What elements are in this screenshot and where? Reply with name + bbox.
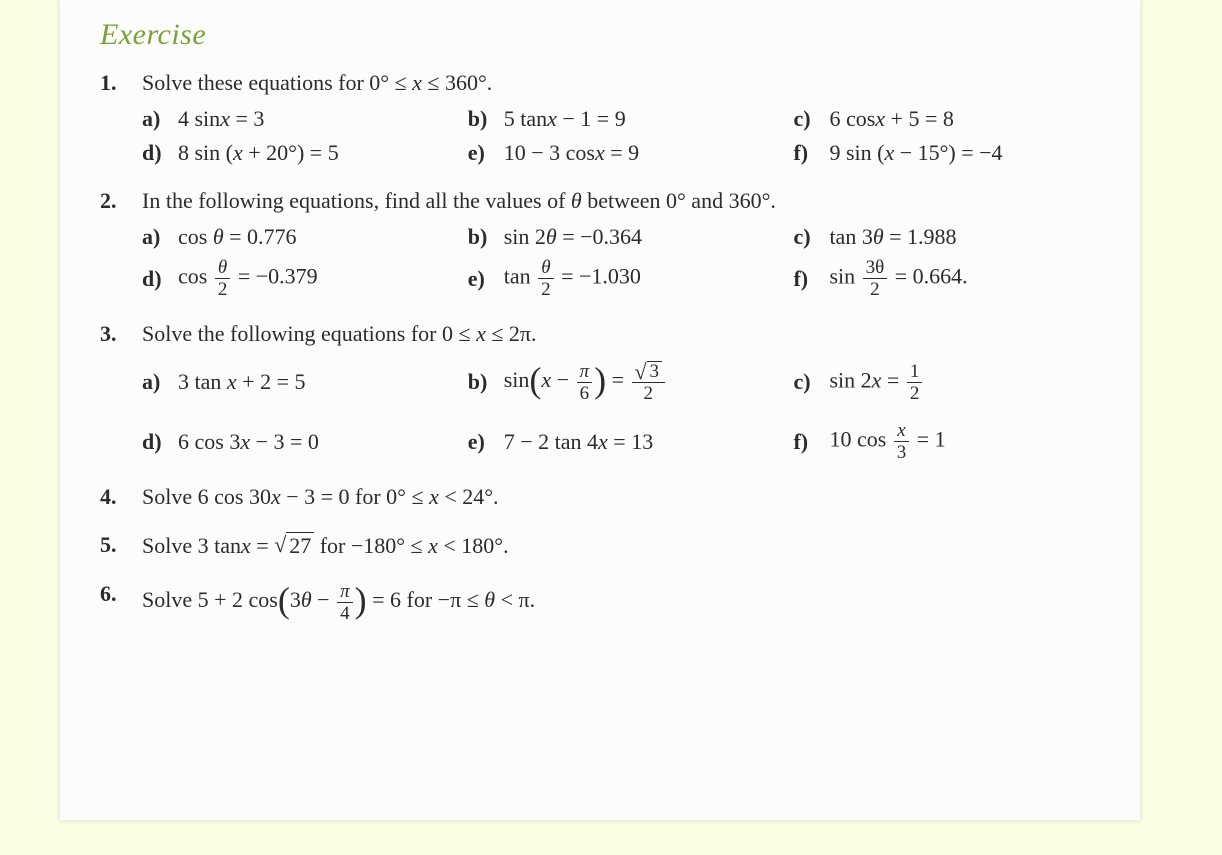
q1e: 10 − 3 cosx = 9: [504, 140, 639, 166]
question-list: Solve these equations for 0° ≤ x ≤ 360°.…: [100, 70, 1100, 623]
q1f: 9 sin (x − 15°) = −4: [829, 140, 1002, 166]
label-e: e): [468, 140, 492, 166]
question-5: Solve 3 tanx = 27 for −180° ≤ x < 180°.: [100, 532, 1100, 559]
q1b: 5 tanx − 1 = 9: [504, 106, 626, 132]
label-d: d): [142, 140, 166, 166]
q3c: sin 2x = 12: [829, 362, 924, 403]
exercise-page: Exercise Solve these equations for 0° ≤ …: [60, 0, 1140, 820]
label-f: f): [793, 140, 817, 166]
question-1: Solve these equations for 0° ≤ x ≤ 360°.…: [100, 70, 1100, 166]
q2f: sin 3θ2 = 0.664.: [829, 258, 967, 299]
q2c: tan 3θ = 1.988: [829, 224, 956, 250]
question-4: Solve 6 cos 30x − 3 = 0 for 0° ≤ x < 24°…: [100, 484, 1100, 510]
q6: Solve 5 + 2 cos(3θ − π4) = 6 for −π ≤ θ …: [142, 587, 535, 612]
q2-stem: In the following equations, find all the…: [142, 188, 1100, 214]
question-2: In the following equations, find all the…: [100, 188, 1100, 299]
q3a: 3 tan x + 2 = 5: [178, 369, 305, 395]
q3-stem: Solve the following equations for 0 ≤ x …: [142, 321, 1100, 347]
q2e: tan θ2 = −1.030: [504, 258, 641, 299]
q3b: sin(x − π6) = 32: [504, 361, 667, 403]
q3d: 6 cos 3x − 3 = 0: [178, 429, 319, 455]
q3f: 10 cos x3 = 1: [829, 421, 945, 462]
q1d: 8 sin (x + 20°) = 5: [178, 140, 339, 166]
question-6: Solve 5 + 2 cos(3θ − π4) = 6 for −π ≤ θ …: [100, 581, 1100, 623]
q5: Solve 3 tanx = 27 for −180° ≤ x < 180°.: [142, 533, 509, 558]
label-a: a): [142, 106, 166, 132]
page-title: Exercise: [100, 18, 1100, 52]
q1-stem: Solve these equations for 0° ≤ x ≤ 360°.: [142, 70, 1100, 96]
label-b: b): [468, 106, 492, 132]
q2d: cos θ2 = −0.379: [178, 258, 318, 299]
q4: Solve 6 cos 30x − 3 = 0 for 0° ≤ x < 24°…: [142, 484, 499, 509]
q1c: 6 cosx + 5 = 8: [829, 106, 953, 132]
q3e: 7 − 2 tan 4x = 13: [504, 429, 653, 455]
label-c: c): [793, 106, 817, 132]
q1a: 4 sinx = 3: [178, 106, 264, 132]
q2a: cos θ = 0.776: [178, 224, 297, 250]
question-3: Solve the following equations for 0 ≤ x …: [100, 321, 1100, 462]
q2b: sin 2θ = −0.364: [504, 224, 642, 250]
